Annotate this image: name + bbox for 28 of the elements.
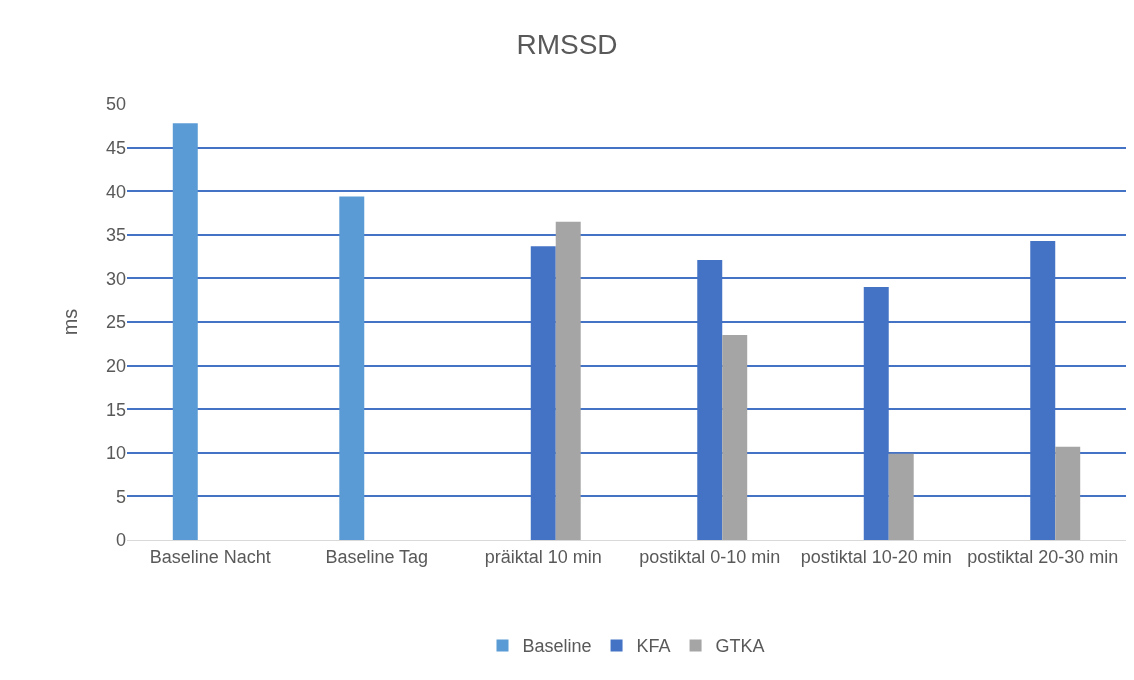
y-tick-label: 45: [105, 137, 126, 158]
bar: [555, 221, 581, 540]
y-tick-label: 35: [105, 225, 126, 246]
bar: [1055, 446, 1081, 540]
bar: [172, 123, 198, 540]
legend-label: GTKA: [715, 636, 765, 657]
y-tick-label: 25: [105, 312, 126, 333]
x-tick-label: postiktal 10-20 min: [800, 546, 952, 567]
y-tick-label: 5: [115, 486, 126, 507]
x-tick-label: präiktal 10 min: [484, 546, 602, 567]
y-tick-label: 0: [115, 530, 126, 551]
y-tick-label: 50: [105, 94, 126, 115]
x-tick-label: postiktal 20-30 min: [967, 546, 1119, 567]
x-tick-label: Baseline Tag: [325, 546, 429, 567]
bar: [888, 453, 914, 540]
chart-title: RMSSD: [516, 28, 618, 60]
legend-label: KFA: [636, 636, 671, 657]
x-tick-label: postiktal 0-10 min: [639, 546, 781, 567]
y-tick-label: 20: [105, 355, 126, 376]
y-tick-label: 15: [105, 399, 126, 420]
bar: [339, 196, 365, 540]
bar: [722, 335, 748, 540]
y-axis-title: ms: [59, 308, 81, 336]
y-tick-label: 10: [105, 443, 126, 464]
legend-label: Baseline: [522, 636, 592, 657]
y-tick-label: 30: [105, 268, 126, 289]
x-tick-label: Baseline Nacht: [149, 546, 271, 567]
y-tick-label: 40: [105, 181, 126, 202]
